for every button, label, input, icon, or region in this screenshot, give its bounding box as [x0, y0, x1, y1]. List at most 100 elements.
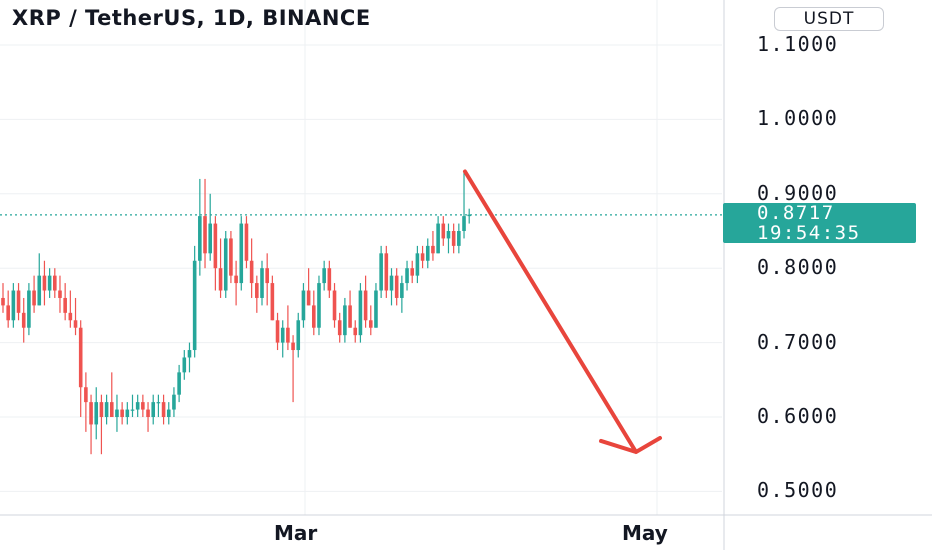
candle-body [198, 216, 202, 261]
candle-body [467, 214, 471, 217]
candle-body [115, 409, 119, 417]
price-tick-label: 0.7000 [757, 329, 839, 354]
last-price-value: 0.8717 [757, 202, 835, 224]
candle-body [260, 268, 264, 298]
candle-body [312, 305, 316, 328]
candle-body [368, 320, 373, 328]
candle-body [73, 320, 78, 328]
candle-body [384, 253, 389, 291]
candle-body [327, 268, 332, 291]
price-tick-label: 1.1000 [757, 32, 839, 56]
bearish-arrow-drawing[interactable] [463, 169, 662, 454]
candle-body [151, 402, 156, 417]
candle-body [21, 312, 26, 328]
candle-body [213, 223, 218, 269]
chart-title: XRP / TetherUS, 1D, BINANCE [12, 6, 371, 30]
candle-body [11, 290, 16, 321]
candle-body [104, 402, 109, 417]
candle-body [6, 305, 10, 321]
candle-body [32, 290, 36, 306]
candle-body [156, 402, 161, 404]
candle-body [374, 290, 378, 328]
price-tick-label: 0.8000 [757, 255, 839, 280]
candle-body [410, 268, 415, 276]
candle-body [431, 245, 435, 254]
candle-body [291, 342, 295, 351]
candle-body [348, 305, 352, 328]
price-tick-label: 1.0000 [757, 106, 839, 131]
candle-body [94, 402, 99, 425]
candle-body [255, 283, 259, 298]
candle-body [286, 327, 290, 343]
candle-body [37, 275, 42, 306]
candle-body [296, 320, 301, 351]
candle-body [1, 297, 5, 306]
candles-layer [1, 171, 471, 455]
candle-body [275, 320, 280, 343]
candle-body [379, 253, 383, 291]
candle-body [192, 260, 197, 351]
candle-body [58, 290, 62, 298]
candle-body [322, 268, 326, 284]
candle-body [441, 223, 446, 239]
candle-body [218, 268, 223, 291]
candle-body [265, 268, 269, 284]
candle-body [457, 231, 461, 246]
candle-body [135, 402, 140, 410]
price-tick-label: 0.6000 [757, 404, 839, 428]
candle-body [389, 275, 394, 291]
time-tick-label: Mar [274, 521, 318, 545]
candle-body [47, 275, 52, 291]
price-tick-label: 0.5000 [757, 478, 839, 503]
candle-body [68, 312, 73, 321]
candle-body [343, 305, 347, 336]
candle-body [53, 275, 57, 291]
time-tick-label: May [622, 521, 668, 545]
last-price-label: 0.8717 19:54:35 [723, 203, 916, 243]
candle-body [27, 290, 31, 328]
candle-body [301, 290, 306, 321]
candle-body [141, 402, 145, 410]
candle-body [270, 283, 275, 321]
candle-body [337, 320, 342, 336]
candle-body [353, 327, 358, 336]
candle-body [249, 260, 254, 284]
candle-body [234, 275, 238, 284]
candle-body [177, 372, 181, 395]
candle-body [420, 253, 425, 261]
candle-body [462, 216, 466, 231]
candle-body [451, 231, 456, 246]
candle-body [400, 283, 404, 298]
candle-body [203, 216, 207, 254]
candle-body [78, 327, 83, 388]
candle-body [425, 245, 430, 261]
candle-body [161, 402, 166, 417]
candle-body [239, 223, 244, 284]
candle-body [332, 290, 337, 321]
candle-body [208, 223, 212, 254]
candle-body [84, 387, 88, 403]
candle-body [446, 231, 451, 239]
candle-body [89, 402, 93, 425]
candle-body [125, 409, 130, 417]
currency-button[interactable]: USDT [774, 7, 884, 31]
candle-body [166, 409, 171, 417]
candle-body [120, 409, 124, 417]
candle-body [187, 350, 192, 358]
candle-body [244, 223, 249, 261]
candle-body [229, 238, 233, 276]
candle-body [358, 290, 363, 336]
candle-body [405, 268, 409, 284]
candle-body [223, 238, 228, 291]
candle-body [394, 275, 399, 298]
candle-body [109, 402, 114, 417]
bar-countdown: 19:54:35 [757, 222, 861, 244]
candle-body [130, 409, 135, 411]
candle-body [317, 283, 321, 328]
candle-body [436, 223, 440, 254]
price-tick-label: 0.9000 [757, 180, 839, 205]
candle-body [63, 297, 67, 313]
candle-body [182, 357, 187, 373]
candle-body [363, 290, 368, 321]
